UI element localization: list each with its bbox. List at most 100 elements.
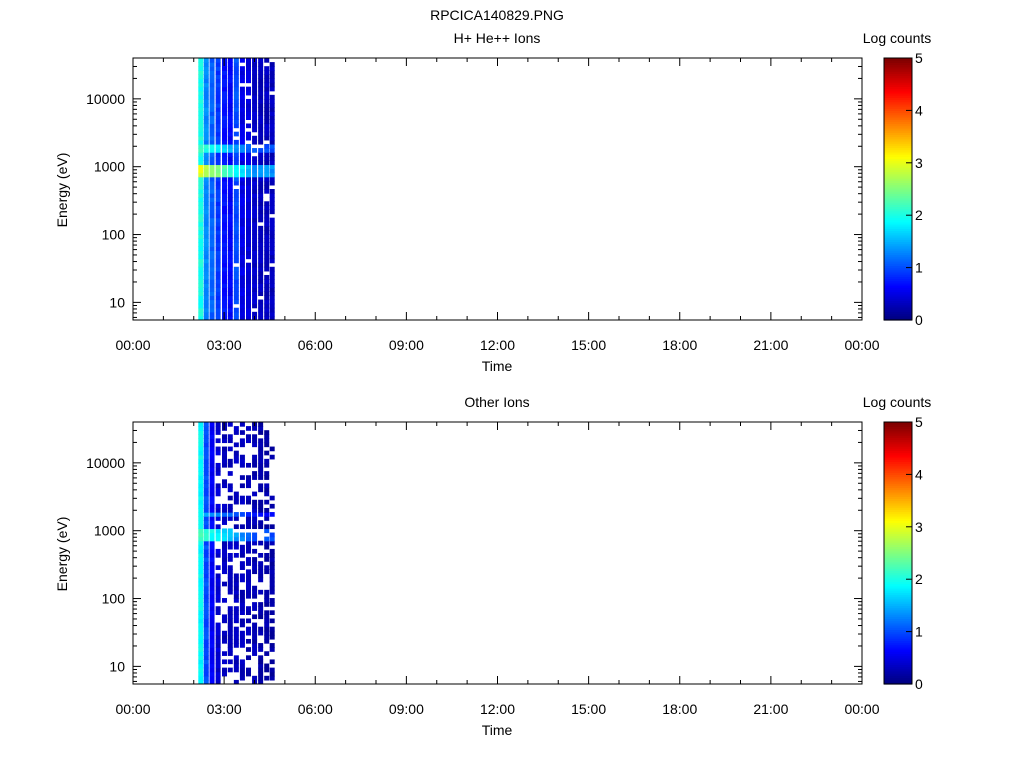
- data-cell: [252, 643, 258, 648]
- data-cell: [227, 553, 233, 558]
- data-cell: [227, 62, 233, 67]
- data-cell: [221, 295, 227, 301]
- data-cell: [227, 279, 233, 284]
- data-cell: [264, 614, 270, 620]
- colorbar-cell: [884, 666, 912, 670]
- colorbar-cell: [884, 228, 912, 232]
- data-cell: [239, 119, 245, 125]
- data-cell: [203, 532, 209, 538]
- data-cell: [258, 577, 264, 583]
- data-cell: [198, 246, 204, 252]
- data-cell: [215, 135, 221, 141]
- data-cell: [221, 254, 227, 260]
- data-cell: [215, 426, 221, 431]
- data-cell: [239, 643, 245, 648]
- data-cell: [203, 561, 209, 566]
- data-cell: [269, 160, 275, 166]
- data-cell: [269, 107, 275, 112]
- data-cell: [245, 630, 251, 636]
- data-cell: [227, 622, 233, 628]
- data-cell: [215, 58, 221, 63]
- colorbar-cell: [884, 86, 912, 90]
- data-cell: [245, 229, 251, 235]
- data-cell: [258, 148, 264, 153]
- x-tick-label: 15:00: [571, 701, 606, 717]
- data-cell: [264, 148, 270, 153]
- data-cell: [252, 589, 258, 595]
- data-cell: [198, 499, 204, 505]
- colorbar-cell: [884, 496, 912, 500]
- data-cell: [258, 274, 264, 280]
- data-cell: [233, 626, 239, 632]
- data-cell: [264, 602, 270, 607]
- data-cell: [198, 610, 204, 616]
- data-cell: [221, 651, 227, 656]
- colorbar-cell: [884, 616, 912, 620]
- data-cell: [227, 573, 233, 579]
- data-cell: [269, 561, 275, 566]
- data-cell: [203, 115, 209, 121]
- data-cell: [233, 180, 239, 186]
- data-cell: [209, 172, 215, 178]
- data-cell: [258, 454, 264, 460]
- data-cell: [239, 593, 245, 599]
- data-cell: [233, 164, 239, 170]
- data-cell: [269, 238, 275, 243]
- colorbar-cell: [884, 563, 912, 567]
- data-cell: [252, 234, 258, 239]
- data-cell: [209, 655, 215, 661]
- colorbar-cell: [884, 570, 912, 574]
- data-cell: [239, 602, 245, 607]
- data-cell: [203, 176, 209, 182]
- data-cell: [258, 172, 264, 178]
- colorbar-cell: [884, 97, 912, 101]
- data-cell: [258, 209, 264, 215]
- data-cell: [239, 589, 245, 595]
- colorbar-cell: [884, 655, 912, 659]
- data-cell: [221, 168, 227, 174]
- data-cell: [233, 139, 239, 145]
- data-cell: [209, 663, 215, 669]
- data-cell: [203, 454, 209, 460]
- data-cell: [245, 242, 251, 247]
- data-cell: [245, 131, 251, 137]
- data-cell: [258, 213, 264, 219]
- data-cell: [203, 274, 209, 280]
- data-cell: [239, 123, 245, 129]
- data-cell: [264, 201, 270, 206]
- colorbar-cell: [884, 313, 912, 317]
- colorbar-cell: [884, 607, 912, 611]
- stripe: [269, 446, 275, 681]
- data-cell: [252, 475, 258, 480]
- data-cell: [233, 516, 239, 521]
- colorbar-tick-label: 2: [915, 207, 923, 223]
- colorbar-cell: [884, 158, 912, 162]
- colorbar-cell: [884, 71, 912, 74]
- x-tick-label: 06:00: [298, 701, 333, 717]
- colorbar-cell: [884, 77, 912, 81]
- data-cell: [264, 638, 270, 644]
- data-cell: [215, 291, 221, 297]
- data-cell: [203, 663, 209, 669]
- data-cell: [209, 246, 215, 252]
- data-cell: [227, 107, 233, 112]
- data-cell: [245, 311, 251, 317]
- data-cell: [239, 262, 245, 268]
- data-cell: [221, 618, 227, 624]
- data-cell: [227, 201, 233, 206]
- data-cell: [221, 111, 227, 116]
- data-cell: [227, 614, 233, 620]
- data-cell: [198, 82, 204, 88]
- stripe: [239, 58, 245, 320]
- data-cell: [264, 434, 270, 439]
- data-cell: [258, 307, 264, 313]
- data-cell: [209, 475, 215, 480]
- data-cell: [221, 667, 227, 673]
- data-cell: [215, 667, 221, 673]
- data-cell: [198, 483, 204, 489]
- data-cell: [245, 274, 251, 280]
- data-cell: [258, 94, 264, 100]
- data-cell: [239, 238, 245, 243]
- data-cell: [245, 254, 251, 260]
- data-cell: [252, 638, 258, 644]
